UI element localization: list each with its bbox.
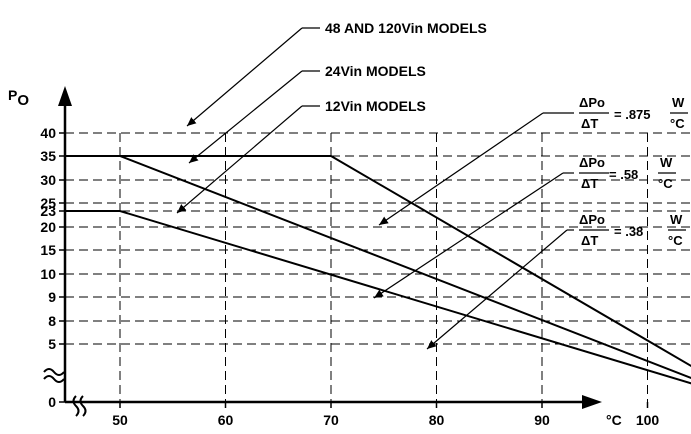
x-tick-label-70: 70 <box>323 412 339 428</box>
derating-curves <box>65 155 691 385</box>
svg-text:°C: °C <box>658 176 673 191</box>
y-tick-label-8: 8 <box>48 313 56 329</box>
y-tick-label-40: 40 <box>40 125 56 141</box>
x-tick-labels: 5060708090100110 <box>112 402 660 428</box>
svg-text:W: W <box>672 95 685 110</box>
series-line-1 <box>65 155 691 379</box>
slope-label-875: ΔPo ΔT = .875 W °C <box>378 95 688 226</box>
svg-text:°C: °C <box>670 116 685 131</box>
svg-text:24Vin MODELS: 24Vin MODELS <box>325 63 426 79</box>
x-tick-label-60: 60 <box>218 412 234 428</box>
x-axis-label: °C <box>606 412 622 428</box>
svg-text:W: W <box>660 155 673 170</box>
svg-text:= .875: = .875 <box>614 107 651 122</box>
y-tick-label-20: 20 <box>40 219 56 235</box>
series-label-12vin: 12Vin MODELS <box>176 98 426 214</box>
svg-text:°C: °C <box>668 233 683 248</box>
y-axis-label: PO <box>8 87 29 109</box>
svg-text:12Vin MODELS: 12Vin MODELS <box>325 98 426 114</box>
y-tick-label-9: 9 <box>48 289 56 305</box>
svg-text:W: W <box>670 212 683 227</box>
series-line-0 <box>65 155 691 368</box>
svg-text:ΔPo: ΔPo <box>579 212 605 227</box>
y-tick-label-15: 15 <box>40 242 56 258</box>
series-line-2 <box>65 210 691 385</box>
x-tick-label-80: 80 <box>429 412 445 428</box>
y-tick-label-5: 5 <box>48 336 56 352</box>
x-axis-arrow <box>582 395 602 409</box>
x-tick-label-100: 100 <box>636 412 660 428</box>
x-tick-label-50: 50 <box>112 412 128 428</box>
slope-label-38: ΔPo ΔT = .38 W °C <box>426 212 686 350</box>
series-label-24vin: 24Vin MODELS <box>188 63 426 164</box>
series-label-48-120vin: 48 AND 120Vin MODELS <box>186 20 487 127</box>
svg-text:ΔPo: ΔPo <box>579 155 605 170</box>
svg-text:ΔT: ΔT <box>581 176 598 191</box>
y-axis-arrow <box>58 86 72 106</box>
svg-text:48 AND 120Vin MODELS: 48 AND 120Vin MODELS <box>325 20 487 36</box>
svg-text:ΔT: ΔT <box>581 116 598 131</box>
y-tick-label-0: 0 <box>48 394 56 410</box>
y-tick-label-23: 23 <box>40 203 56 219</box>
svg-text:= .38: = .38 <box>614 224 643 239</box>
svg-text:ΔPo: ΔPo <box>579 95 605 110</box>
y-tick-label-30: 30 <box>40 172 56 188</box>
x-axis-break-icon <box>72 395 87 417</box>
slope-label-58: ΔPo ΔT = .58 W °C <box>373 155 676 299</box>
y-tick-label-25: 25 <box>40 195 56 211</box>
svg-text:ΔT: ΔT <box>581 233 598 248</box>
svg-text:= .58: = .58 <box>609 167 638 182</box>
y-axis-break-icon <box>43 368 65 383</box>
y-tick-label-10: 10 <box>40 266 56 282</box>
y-tick-label-35: 35 <box>40 148 56 164</box>
x-tick-label-90: 90 <box>534 412 550 428</box>
